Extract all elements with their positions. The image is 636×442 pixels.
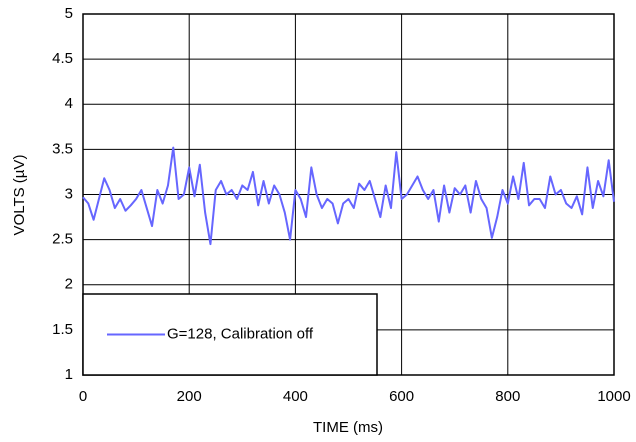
y-tick-label: 5 bbox=[65, 5, 73, 22]
x-tick-label: 600 bbox=[389, 388, 414, 405]
y-tick-label: 3 bbox=[65, 185, 73, 202]
y-tick-label: 2.5 bbox=[52, 231, 73, 248]
y-tick-label: 1.5 bbox=[52, 321, 73, 338]
x-tick-label: 400 bbox=[283, 388, 308, 405]
x-tick-label: 1000 bbox=[597, 388, 630, 405]
legend-label: G=128, Calibration off bbox=[167, 325, 314, 342]
y-tick-label: 3.5 bbox=[52, 140, 73, 157]
x-axis-label: TIME (ms) bbox=[313, 419, 383, 436]
y-tick-label: 1 bbox=[65, 366, 73, 383]
y-axis-label: VOLTS (µV) bbox=[11, 155, 28, 236]
y-tick-label: 4 bbox=[65, 95, 73, 112]
x-tick-label: 200 bbox=[177, 388, 202, 405]
x-tick-label: 0 bbox=[79, 388, 87, 405]
y-tick-label: 2 bbox=[65, 276, 73, 293]
x-tick-label: 800 bbox=[495, 388, 520, 405]
y-tick-label: 4.5 bbox=[52, 50, 73, 67]
data-line bbox=[82, 146, 615, 246]
